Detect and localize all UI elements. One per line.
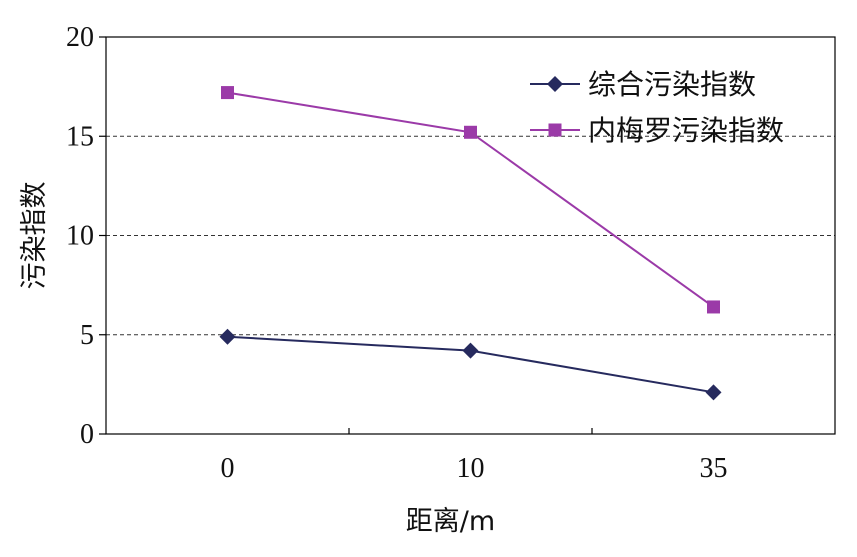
series-1 [219, 328, 722, 401]
legend-label: 内梅罗污染指数 [588, 114, 784, 147]
series-2 [221, 86, 720, 314]
legend-marker [548, 123, 562, 137]
data-point [705, 384, 722, 401]
gridlines [106, 135, 835, 336]
data-point [707, 300, 720, 314]
y-axis-ticks: 0 5 10 15 20 [66, 22, 106, 450]
data-point [464, 125, 477, 139]
x-tick-label: 10 [457, 453, 485, 484]
legend-entry: 综合污染指数 [530, 68, 756, 101]
y-tick-label: 5 [80, 320, 94, 351]
legend-marker [547, 76, 563, 92]
legend-entry: 内梅罗污染指数 [530, 114, 784, 147]
y-axis-label: 污染指数 [19, 182, 50, 290]
legend-label: 综合污染指数 [588, 68, 756, 101]
y-tick-label: 10 [66, 221, 94, 252]
x-axis-label: 距离/m [406, 506, 495, 537]
y-tick-label: 15 [66, 121, 94, 152]
y-tick-label: 20 [66, 22, 94, 53]
x-axis-ticks: 0 10 35 [221, 428, 728, 484]
x-tick-label: 0 [221, 453, 235, 484]
data-point [219, 328, 236, 345]
x-tick-label: 35 [700, 453, 728, 484]
y-tick-label: 0 [80, 419, 94, 450]
data-point [462, 342, 479, 359]
data-point [221, 86, 234, 100]
series-group [219, 86, 722, 401]
